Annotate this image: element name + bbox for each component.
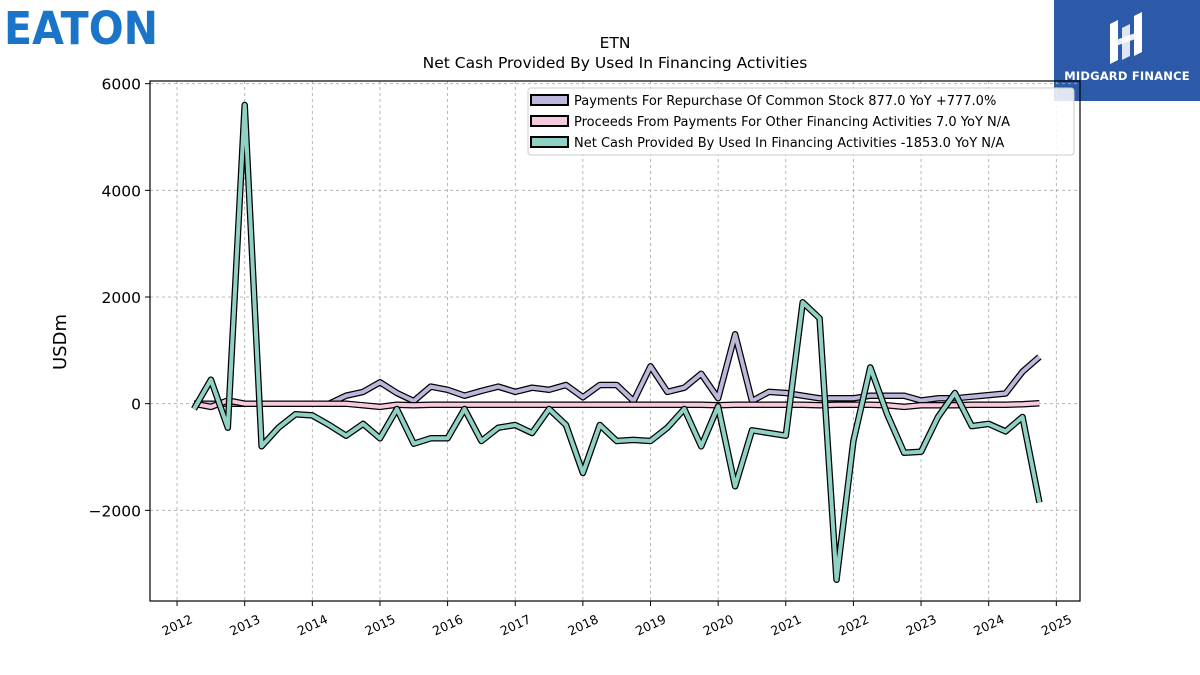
y-tick-label: −2000 <box>89 502 141 520</box>
x-tick-label: 2024 <box>971 611 1006 638</box>
x-tick-label: 2015 <box>362 611 397 638</box>
legend-label-1: Proceeds From Payments For Other Financi… <box>574 115 1010 130</box>
legend-label-2: Net Cash Provided By Used In Financing A… <box>574 136 1004 151</box>
chart-title: ETN <box>600 34 631 52</box>
x-tick-label: 2012 <box>160 611 195 638</box>
y-tick-label: 6000 <box>102 76 141 94</box>
midgard-mark-icon <box>1110 12 1142 64</box>
series-line-1 <box>193 398 1040 409</box>
x-tick-label: 2021 <box>768 611 803 638</box>
eaton-logo: EATON <box>4 2 160 55</box>
series-line-0 <box>194 332 1041 406</box>
series-line-2 <box>192 103 1042 582</box>
x-tick-label: 2013 <box>227 611 262 638</box>
legend: Payments For Repurchase Of Common Stock … <box>527 87 1075 156</box>
grid <box>150 81 1080 601</box>
x-tick-label: 2020 <box>701 611 736 638</box>
midgard-finance-label: MIDGARD FINANCE <box>1064 69 1190 83</box>
eaton-logo-text: EATON <box>4 4 158 48</box>
legend-box <box>527 87 1075 156</box>
axis-ticks: −2000 0 2000 4000 6000 2012 2013 2014 2015 2016 20… <box>89 76 1074 639</box>
series-outline-2 <box>191 101 1043 583</box>
x-tick-label: 2019 <box>633 611 668 638</box>
series-outline-0 <box>194 331 1042 407</box>
eaton-logo-graphic: EATON <box>4 2 158 55</box>
series-lines <box>191 101 1043 583</box>
x-tick-label: 2023 <box>904 611 939 638</box>
x-tick-label: 2016 <box>430 611 465 638</box>
x-tick-label: 2017 <box>498 611 533 638</box>
y-axis-label: USDm <box>50 314 71 370</box>
legend-label-0: Payments For Repurchase Of Common Stock … <box>574 94 996 109</box>
plot-frame <box>149 80 1081 602</box>
legend-swatch-0 <box>530 94 569 106</box>
x-tick-label: 2018 <box>565 611 600 638</box>
legend-swatch-2 <box>530 136 569 148</box>
y-tick-label: 0 <box>131 396 141 414</box>
x-tick-label: 2022 <box>836 611 871 638</box>
x-tick-label: 2014 <box>295 611 330 638</box>
x-tick-label: 2025 <box>1039 611 1074 638</box>
y-tick-label: 2000 <box>102 289 141 307</box>
chart-subtitle: Net Cash Provided By Used In Financing A… <box>423 54 808 72</box>
y-tick-label: 4000 <box>102 182 141 200</box>
midgard-finance-logo: MIDGARD FINANCE <box>1054 0 1200 101</box>
legend-swatch-1 <box>530 115 569 127</box>
